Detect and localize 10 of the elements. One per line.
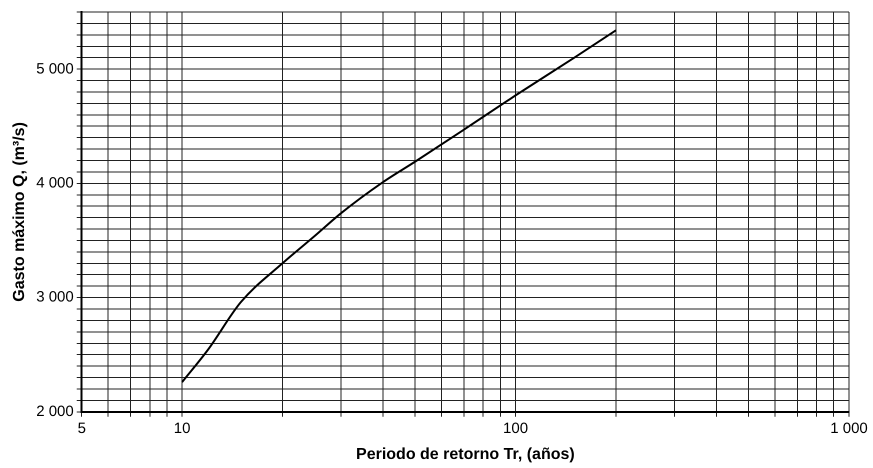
y-tick-label: 3 000 <box>36 288 74 306</box>
x-tick-label: 5 <box>78 420 86 437</box>
x-tick-label: 10 <box>174 420 190 437</box>
y-tick-label: 4 000 <box>36 174 74 192</box>
x-tick-label: 100 <box>503 420 528 437</box>
y-axis-title: Gasto máximo Q, (m³/s) <box>11 122 28 302</box>
y-tick-label: 2 000 <box>36 402 74 420</box>
y-tick-label: 5 000 <box>36 60 74 78</box>
x-tick-label: 1 000 <box>830 420 868 437</box>
x-axis-title: Periodo de retorno Tr, (años) <box>356 446 575 463</box>
